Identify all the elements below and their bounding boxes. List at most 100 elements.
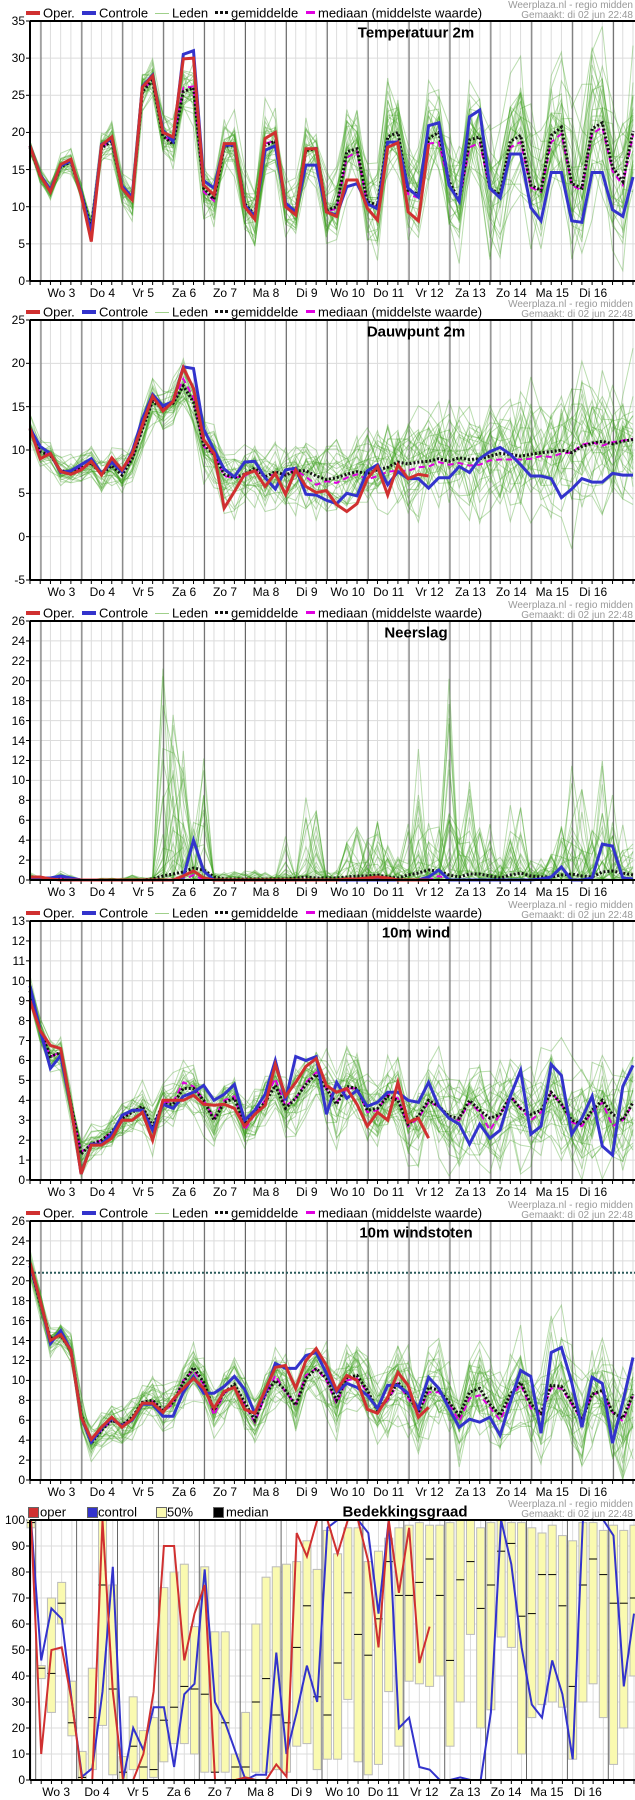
range-50-bar xyxy=(363,1561,373,1776)
y-tick-label: 0 xyxy=(18,1773,25,1787)
range-50-bar xyxy=(517,1522,527,1755)
chart-title: Dauwpunt 2m xyxy=(366,323,466,341)
y-tick-label: 0 xyxy=(18,1473,25,1487)
member-line xyxy=(29,773,634,882)
day-label: Do 11 xyxy=(373,585,405,599)
y-tick-label: 6 xyxy=(18,1053,25,1068)
ensemble-members xyxy=(29,26,634,273)
y-tick-label: 11 xyxy=(12,953,25,968)
ensemble-members xyxy=(29,975,634,1182)
y-tick-label: 30 xyxy=(11,51,25,66)
day-label: Ma 15 xyxy=(535,885,569,899)
legend-median-label: mediaan (middelste waarde) xyxy=(318,905,483,921)
member-line xyxy=(29,676,633,881)
member-line xyxy=(29,817,634,882)
range-50-bar xyxy=(373,1550,383,1765)
day-label: Wo 3 xyxy=(47,286,76,300)
control-line xyxy=(28,1265,635,1446)
day-label: Zo 7 xyxy=(213,286,238,300)
y-tick-label: 25 xyxy=(11,313,25,327)
day-label: Ma 15 xyxy=(535,1485,569,1499)
range-50-bar xyxy=(455,1519,465,1703)
ensemble-members xyxy=(29,348,634,549)
member-line xyxy=(29,1276,634,1464)
member-line xyxy=(29,1265,634,1455)
day-label: Zo 7 xyxy=(213,885,238,899)
day-label: Vr 5 xyxy=(132,585,155,599)
range-50-bar xyxy=(486,1522,496,1711)
legend-median-label: mediaan (middelste waarde) xyxy=(318,1205,483,1221)
day-label: Za 13 xyxy=(455,585,486,599)
day-label: Wo 10 xyxy=(330,1185,365,1199)
member-line xyxy=(29,78,634,232)
member-line xyxy=(29,75,634,257)
legend-control-swatch xyxy=(87,1507,98,1518)
member-line xyxy=(29,45,634,238)
y-tick-label: 25 xyxy=(11,88,25,103)
day-label: Vr 5 xyxy=(132,286,155,300)
y-tick-label: 20 xyxy=(11,125,25,140)
legend-range-label: 50% xyxy=(167,1504,194,1520)
y-tick-label: 15 xyxy=(11,399,25,414)
range-50-bar xyxy=(169,1571,179,1745)
y-tick-label: 8 xyxy=(18,1393,25,1408)
legend-control-label: Controle xyxy=(99,1205,149,1221)
range-50-bar xyxy=(557,1535,567,1708)
member-line xyxy=(29,67,634,260)
day-label: Za 13 xyxy=(455,1485,486,1499)
oper-line xyxy=(28,363,429,514)
member-line xyxy=(29,714,634,882)
ensemble-members xyxy=(29,1249,634,1481)
mean-line xyxy=(28,383,634,482)
day-label: Zo 14 xyxy=(496,585,527,599)
y-tick-label: 22 xyxy=(11,653,25,668)
y-tick-label: 1 xyxy=(18,1153,25,1168)
legend-range-swatch xyxy=(156,1507,167,1518)
member-line xyxy=(29,387,634,510)
y-tick-label: 24 xyxy=(11,1233,25,1248)
member-line xyxy=(29,703,634,881)
y-tick-label: 12 xyxy=(11,753,25,768)
legend-mean-label: gemiddelde xyxy=(231,905,299,921)
range-50-bar xyxy=(220,1631,230,1773)
member-line xyxy=(29,380,634,509)
day-label: Zo 14 xyxy=(490,1785,522,1799)
day-label: Ma 8 xyxy=(252,1185,280,1199)
legend-median-swatch xyxy=(306,11,315,14)
y-tick-label: 35 xyxy=(11,14,25,28)
oper-line xyxy=(28,1262,430,1442)
day-label: Do 4 xyxy=(84,1785,110,1799)
range-50-bar xyxy=(333,1553,343,1760)
y-tick-label: 20 xyxy=(11,356,25,371)
legend-median-label: mediaan (middelste waarde) xyxy=(318,5,483,21)
y-tick-label: 50 xyxy=(11,1643,25,1657)
legend-control-swatch xyxy=(82,1211,96,1215)
day-label: Zo 14 xyxy=(496,286,527,300)
day-label: Ma 15 xyxy=(535,286,569,300)
day-label: Vr 5 xyxy=(127,1785,149,1799)
legend-control-label: Controle xyxy=(99,304,149,320)
member-line xyxy=(29,50,634,242)
range-50-bar xyxy=(271,1566,281,1771)
y-tick-label: 20 xyxy=(11,673,25,688)
member-line xyxy=(29,54,634,234)
y-tick-label: 0 xyxy=(18,1173,25,1187)
watermark-source: Weerplaza.nl - regio midden xyxy=(508,1499,633,1510)
chart-title: 10m windstoten xyxy=(359,1224,473,1242)
day-label: Wo 3 xyxy=(42,1785,71,1799)
range-50-bar xyxy=(435,1524,445,1677)
member-line xyxy=(29,390,634,505)
range-50-bar xyxy=(568,1540,578,1760)
day-label: Zo 7 xyxy=(213,585,238,599)
legend-median-label: mediaan (middelste waarde) xyxy=(318,605,483,621)
legend-members-swatch xyxy=(155,613,169,614)
day-label: Do 11 xyxy=(367,1785,399,1799)
y-tick-label: 20 xyxy=(11,1721,25,1735)
day-label: Zo 7 xyxy=(213,1485,238,1499)
member-line xyxy=(29,705,634,881)
member-line xyxy=(29,1268,634,1463)
watermark-source: Weerplaza.nl - regio midden xyxy=(508,900,633,911)
legend-members-swatch xyxy=(155,913,169,914)
day-label: Do 11 xyxy=(373,885,405,899)
